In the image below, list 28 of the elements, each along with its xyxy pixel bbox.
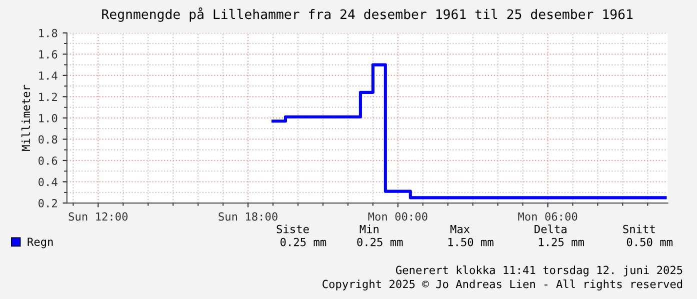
chart-title: Regnmengde på Lillehammer fra 24 desember 1961 til 25 desember 1961 xyxy=(102,7,633,22)
text: 0.50 mm xyxy=(626,238,672,246)
text: 1.50 mm xyxy=(448,238,494,246)
legend-label: Regn xyxy=(28,238,53,248)
y-tick-label: 0.2 xyxy=(38,199,57,208)
text: Siste xyxy=(276,224,309,234)
x-tick-label: Sun 12:00 xyxy=(68,212,128,221)
x-tick-label: Mon 06:00 xyxy=(518,212,578,221)
y-tick-label: 1.0 xyxy=(39,114,58,122)
y-tick-label: 1.6 xyxy=(39,50,58,59)
text: Copyright 2025 © Jo Andreas Lien - All rights reserved xyxy=(322,280,682,290)
text: Generert klokka 11:41 torsdag 12. juni 2025 xyxy=(396,266,682,276)
y-tick-label: 0.6 xyxy=(38,156,58,165)
x-tick-label: Sun 18:00 xyxy=(218,212,278,221)
text: 0.25 mm xyxy=(280,238,326,246)
y-tick-label: 0.8 xyxy=(38,135,58,144)
y-tick-label: 0.4 xyxy=(38,178,58,186)
text: Max xyxy=(450,224,470,234)
text: Min xyxy=(360,224,378,234)
x-tick-label: Mon 00:00 xyxy=(368,212,428,221)
y-tick-label: 1.8 xyxy=(39,28,58,38)
text: Snitt xyxy=(623,224,655,234)
y-tick-label: 1.4 xyxy=(39,72,58,80)
text: 1.25 mm xyxy=(539,238,584,246)
text: 0.25 mm xyxy=(357,238,403,246)
text: Delta xyxy=(534,224,566,234)
y-axis-title: Millimeter xyxy=(21,84,30,151)
y-tick-label: 1.2 xyxy=(39,92,57,101)
